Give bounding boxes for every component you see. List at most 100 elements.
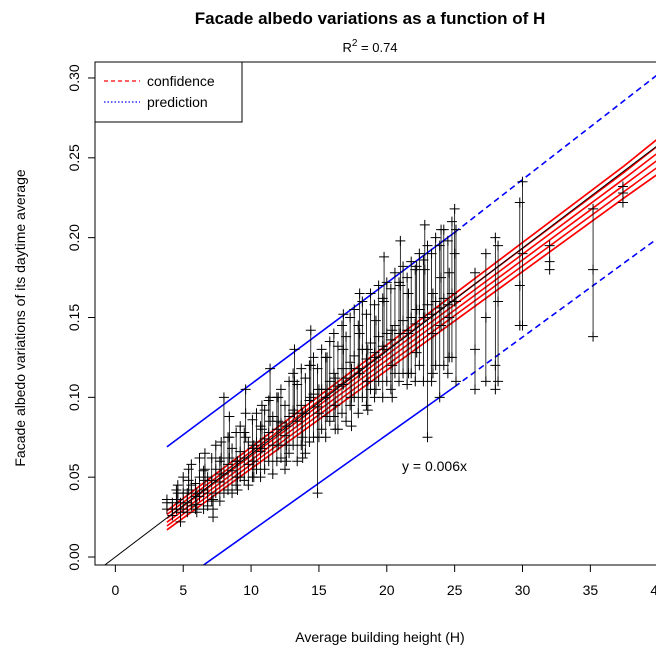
data-point bbox=[322, 384, 333, 395]
data-point bbox=[451, 376, 461, 387]
data-point bbox=[490, 232, 501, 243]
data-point bbox=[214, 476, 225, 487]
data-point bbox=[199, 464, 210, 475]
data-point bbox=[183, 484, 194, 495]
data-point bbox=[273, 392, 284, 403]
data-point bbox=[444, 267, 455, 278]
data-point bbox=[265, 363, 276, 374]
data-point bbox=[442, 235, 453, 246]
data-point bbox=[406, 312, 417, 323]
data-point bbox=[544, 240, 555, 251]
data-point bbox=[330, 424, 341, 435]
data-point bbox=[341, 416, 352, 427]
data-point bbox=[199, 448, 210, 459]
data-point bbox=[332, 341, 343, 352]
data-point bbox=[361, 400, 372, 411]
data-point bbox=[186, 459, 197, 470]
prediction-upper-dashed bbox=[454, 74, 656, 233]
data-point bbox=[442, 368, 453, 379]
data-point bbox=[617, 197, 628, 208]
y-tick-label: 0.05 bbox=[66, 463, 82, 490]
data-point bbox=[470, 344, 480, 355]
data-point bbox=[361, 309, 372, 320]
chart-subtitle: R2 = 0.74 bbox=[342, 38, 397, 55]
data-point bbox=[231, 480, 242, 491]
data-point bbox=[297, 453, 308, 464]
legend-confidence-label: confidence bbox=[147, 73, 215, 89]
x-tick-label: 30 bbox=[515, 582, 531, 598]
data-point bbox=[414, 360, 425, 371]
data-point bbox=[588, 203, 599, 214]
data-point bbox=[430, 232, 441, 243]
data-point bbox=[305, 325, 316, 336]
data-point bbox=[345, 400, 356, 411]
data-point bbox=[240, 384, 251, 395]
x-tick-label: 15 bbox=[311, 582, 327, 598]
data-point bbox=[206, 453, 217, 464]
legend-box bbox=[94, 61, 243, 123]
data-point bbox=[267, 411, 278, 422]
data-point bbox=[337, 363, 347, 374]
data-point bbox=[444, 312, 455, 323]
data-point bbox=[328, 368, 339, 379]
data-point bbox=[313, 432, 324, 443]
data-point bbox=[419, 219, 430, 230]
data-point bbox=[284, 448, 295, 459]
data-point bbox=[346, 421, 357, 432]
data-point bbox=[216, 437, 227, 448]
data-point bbox=[379, 296, 390, 307]
x-tick-label: 5 bbox=[179, 582, 187, 598]
data-point bbox=[232, 472, 243, 483]
data-point bbox=[403, 288, 414, 299]
x-axis-label: Average building height (H) bbox=[295, 629, 464, 645]
data-point bbox=[281, 421, 292, 432]
data-point bbox=[451, 224, 461, 235]
data-point bbox=[446, 288, 457, 299]
data-point bbox=[434, 392, 445, 403]
data-point bbox=[426, 376, 437, 387]
data-point bbox=[172, 488, 183, 499]
y-tick-label: 0.15 bbox=[66, 304, 82, 331]
data-point bbox=[191, 499, 202, 510]
data-point bbox=[281, 440, 292, 451]
data-point bbox=[312, 488, 323, 499]
data-point bbox=[436, 224, 447, 235]
data-point bbox=[304, 437, 315, 448]
data-point bbox=[194, 453, 205, 464]
data-point bbox=[353, 320, 364, 331]
data-point bbox=[330, 400, 341, 411]
data-point bbox=[517, 320, 528, 331]
data-point bbox=[449, 203, 460, 214]
data-point bbox=[617, 187, 628, 198]
data-point bbox=[414, 248, 425, 259]
legend-prediction-label: prediction bbox=[147, 94, 208, 110]
prediction-lower-dashed bbox=[454, 238, 656, 388]
data-point bbox=[218, 392, 229, 403]
data-point bbox=[313, 408, 324, 419]
data-point bbox=[337, 408, 347, 419]
data-point bbox=[480, 376, 491, 387]
data-point bbox=[389, 320, 400, 331]
data-point bbox=[280, 430, 290, 441]
y-tick-label: 0.30 bbox=[66, 64, 82, 91]
data-point bbox=[373, 331, 384, 342]
data-point bbox=[322, 352, 333, 363]
data-point bbox=[210, 464, 221, 475]
data-point bbox=[239, 475, 250, 486]
data-point bbox=[198, 465, 209, 476]
data-point bbox=[247, 414, 258, 425]
data-point bbox=[232, 484, 243, 495]
data-point bbox=[370, 384, 381, 395]
data-point bbox=[493, 240, 504, 251]
data-point bbox=[224, 411, 235, 422]
data-point bbox=[381, 277, 392, 288]
data-point bbox=[349, 350, 360, 361]
data-point bbox=[403, 368, 414, 379]
data-point bbox=[418, 255, 429, 266]
data-point bbox=[239, 453, 250, 464]
data-point bbox=[256, 424, 267, 435]
fit-equation-annotation: y = 0.006x bbox=[402, 458, 467, 474]
data-point bbox=[202, 500, 213, 511]
data-point bbox=[422, 299, 433, 310]
